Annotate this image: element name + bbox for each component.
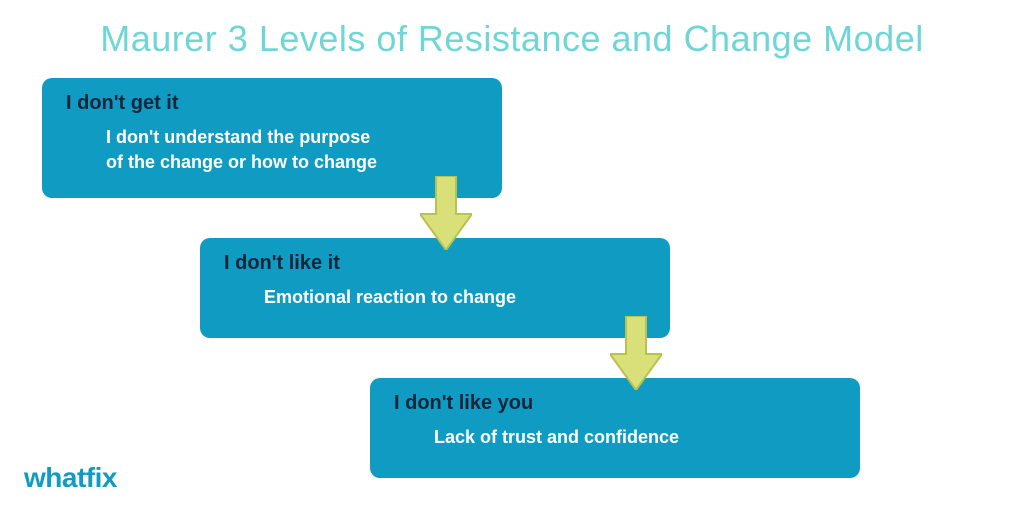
level-subtext: I don't understand the purposeof the cha… [106, 125, 478, 175]
down-arrow-icon [420, 176, 472, 255]
down-arrow-icon [610, 316, 662, 395]
level-heading: I don't like it [224, 252, 646, 275]
level-heading: I don't get it [66, 92, 478, 115]
brand-logo: whatfix [24, 462, 117, 494]
page-title: Maurer 3 Levels of Resistance and Change… [0, 0, 1024, 60]
level-subtext: Lack of trust and confidence [434, 425, 836, 450]
level-subtext: Emotional reaction to change [264, 285, 646, 310]
level-heading: I don't like you [394, 392, 836, 415]
